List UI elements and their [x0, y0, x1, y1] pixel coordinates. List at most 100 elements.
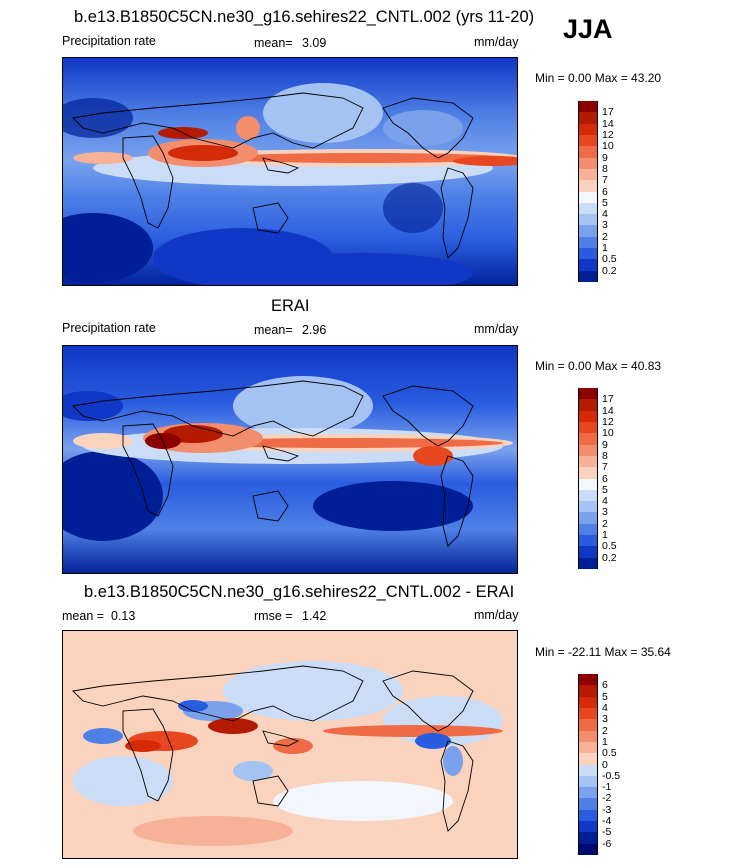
panel1-min-max: Min = 0.00 Max = 43.20	[535, 71, 662, 85]
panel3-rmse-value: 1.42	[302, 609, 327, 623]
colorbar-tick-label: 4	[602, 701, 608, 714]
colorbar-swatch	[579, 191, 597, 203]
colorbar-swatch	[579, 259, 597, 271]
colorbar-swatch	[579, 421, 597, 434]
colorbar-swatch	[579, 101, 597, 113]
colorbar-tick-label: 6	[602, 472, 608, 485]
colorbar-swatch	[579, 478, 597, 490]
colorbar-swatch	[579, 546, 597, 558]
colorbar-tick-label: 9	[602, 151, 608, 164]
colorbar-tick-label: -4	[602, 815, 612, 828]
colorbar-swatch	[579, 707, 597, 720]
panel1-map	[62, 57, 518, 286]
panel2-mean-value: 2.96	[302, 323, 327, 337]
colorbar-tick-label: -2	[602, 792, 612, 805]
colorbar-tick-label: 1	[602, 242, 608, 255]
colorbar-swatch	[579, 146, 597, 158]
colorbar-tick-label: 7	[602, 461, 608, 474]
panel3-mean-value: 0.13	[111, 609, 136, 623]
panel2-mean-label: mean=	[254, 323, 293, 337]
colorbar-tick-label: 1	[602, 735, 608, 748]
panel3-min-max: Min = -22.11 Max = 35.64	[535, 645, 671, 659]
colorbar-swatch	[579, 512, 597, 524]
colorbar-swatch	[579, 134, 597, 147]
colorbar-swatch	[579, 455, 597, 468]
colorbar-tick-label: 3	[602, 506, 608, 519]
colorbar-swatch	[579, 798, 597, 810]
colorbar-swatch	[579, 388, 597, 400]
panel2-map	[62, 345, 518, 574]
colorbar-tick-label: 2	[602, 517, 608, 530]
colorbar-tick-label: -5	[602, 826, 612, 839]
colorbar-swatch	[579, 674, 597, 686]
colorbar-swatch	[579, 444, 597, 456]
colorbar-swatch	[579, 202, 597, 215]
colorbar-swatch	[579, 557, 597, 569]
colorbar-swatch	[579, 270, 597, 282]
panel2-variable-label: Precipitation rate	[62, 321, 156, 335]
colorbar-swatch	[579, 180, 597, 192]
colorbar-swatch	[579, 696, 597, 708]
colorbar-box	[578, 101, 598, 282]
colorbar-tick-label: -0.5	[602, 769, 621, 782]
panel3-mean-label: mean =	[62, 609, 105, 623]
colorbar-tick-label: 12	[602, 415, 614, 428]
colorbar-swatch	[579, 523, 597, 536]
colorbar-tick-label: 8	[602, 449, 608, 462]
colorbar-tick-label: 4	[602, 208, 608, 221]
colorbar-swatch	[579, 764, 597, 776]
colorbar-tick-label: 9	[602, 438, 608, 451]
colorbar-tick-label: 0.2	[602, 551, 617, 564]
colorbar-swatch	[579, 236, 597, 249]
panel3-title: b.e13.B1850C5CN.ne30_g16.sehires22_CNTL.…	[84, 583, 515, 601]
colorbar-tick-label: 6	[602, 679, 608, 692]
colorbar-swatch	[579, 843, 597, 855]
colorbar-swatch	[579, 214, 597, 226]
colorbar-tick-label: 4	[602, 495, 608, 508]
colorbar-tick-label: 7	[602, 174, 608, 187]
colorbar-swatch	[579, 719, 597, 731]
colorbar-tick-label: 14	[602, 117, 614, 130]
colorbar-swatch	[579, 399, 597, 411]
panel1-title: b.e13.B1850C5CN.ne30_g16.sehires22_CNTL.…	[74, 8, 535, 26]
colorbar-swatch	[579, 467, 597, 479]
colorbar-tick-label: 10	[602, 427, 614, 440]
colorbar-swatch	[579, 832, 597, 844]
colorbar-swatch	[579, 112, 597, 124]
colorbar-tick-label: 1	[602, 529, 608, 542]
colorbar-tick-label: 17	[602, 393, 614, 406]
panel3-units: mm/day	[474, 608, 519, 622]
colorbar-tick-label: 3	[602, 713, 608, 726]
colorbar-tick-label: 5	[602, 483, 608, 496]
colorbar-swatch	[579, 685, 597, 697]
panel1-mean-value: 3.09	[302, 36, 327, 50]
colorbar-tick-label: -3	[602, 803, 612, 816]
panel1-mean-label: mean=	[254, 36, 293, 50]
colorbar-swatch	[579, 489, 597, 502]
colorbar-tick-label: 0.5	[602, 253, 617, 266]
colorbar-swatch	[579, 753, 597, 765]
colorbar-swatch	[579, 248, 597, 260]
colorbar-swatch	[579, 168, 597, 181]
colorbar-tick-label: 17	[602, 106, 614, 119]
colorbar-swatch	[579, 741, 597, 754]
colorbar-tick-label: 0	[602, 758, 608, 771]
colorbar-swatch	[579, 123, 597, 135]
colorbar-tick-label: 8	[602, 162, 608, 175]
colorbar-swatch	[579, 433, 597, 445]
colorbar-swatch	[579, 821, 597, 833]
colorbar-swatch	[579, 730, 597, 742]
colorbar-swatch	[579, 225, 597, 237]
panel1-variable-label: Precipitation rate	[62, 34, 156, 48]
colorbar-tick-label: 0.5	[602, 747, 617, 760]
colorbar-tick-label: 3	[602, 219, 608, 232]
colorbar-swatch	[579, 809, 597, 822]
season-label: JJA	[563, 14, 613, 44]
panel3-map	[62, 630, 518, 859]
colorbar-swatch	[579, 775, 597, 788]
colorbar-swatch	[579, 535, 597, 547]
colorbar-tick-label: 2	[602, 230, 608, 243]
colorbar-tick-label: 2	[602, 724, 608, 737]
panel2-title: ERAI	[271, 297, 310, 315]
panel1-units: mm/day	[474, 35, 519, 49]
